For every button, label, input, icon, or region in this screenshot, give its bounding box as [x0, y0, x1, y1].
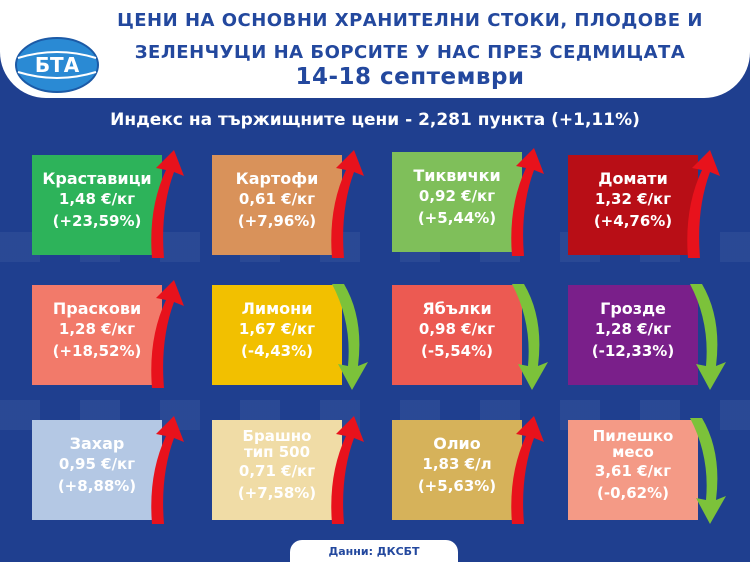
svg-text:БТА: БТА: [35, 53, 80, 77]
up-arrow-icon: [151, 280, 184, 388]
price-index-subtitle: Индекс на тържищните цени - 2,281 пункта…: [110, 110, 640, 130]
tile-sugar: Захар 0,95 €/кг (+8,88%): [32, 420, 162, 520]
tile-zucchini: Тиквички 0,92 €/кг (+5,44%): [392, 152, 522, 252]
title-dates: 14-18 септември: [295, 64, 525, 90]
up-arrow-icon: [151, 416, 184, 524]
tile-flour: Брашно тип 500 0,71 €/кг (+7,58%): [212, 420, 342, 520]
up-arrow-icon: [151, 150, 184, 258]
tile-cucumbers: Краставици 1,48 €/кг (+23,59%): [32, 155, 162, 255]
tile-grapes: Грозде 1,28 €/кг (-12,33%): [568, 285, 698, 385]
up-arrow-icon: [511, 148, 544, 256]
down-arrow-icon: [332, 284, 368, 390]
tile-peaches: Праскови 1,28 €/кг (+18,52%): [32, 285, 162, 385]
tile-potatoes: Картофи 0,61 €/кг (+7,96%): [212, 155, 342, 255]
up-arrow-icon: [511, 416, 544, 524]
up-arrow-icon: [331, 150, 364, 258]
down-arrow-icon: [512, 284, 548, 390]
tile-tomatoes: Домати 1,32 €/кг (+4,76%): [568, 155, 698, 255]
tile-lemons: Лимони 1,67 €/кг (-4,43%): [212, 285, 342, 385]
up-arrow-icon: [687, 150, 720, 258]
tile-chicken: Пилешко месо 3,61 €/кг (-0,62%): [568, 420, 698, 520]
title-line-2: ЗЕЛЕНЧУЦИ НА БОРСИТЕ У НАС ПРЕЗ СЕДМИЦАТ…: [134, 42, 686, 63]
up-arrow-icon: [331, 416, 364, 524]
data-source: Данни: ДКСБТ: [290, 540, 458, 562]
tile-apples: Ябълки 0,98 €/кг (-5,54%): [392, 285, 522, 385]
title-line-1: ЦЕНИ НА ОСНОВНИ ХРАНИТЕЛНИ СТОКИ, ПЛОДОВ…: [117, 10, 703, 31]
tile-oil: Олио 1,83 €/л (+5,63%): [392, 420, 522, 520]
down-arrow-icon: [690, 284, 726, 390]
bta-logo: БТА: [15, 37, 99, 93]
down-arrow-icon: [690, 418, 726, 524]
header: БТА ЦЕНИ НА ОСНОВНИ ХРАНИТЕЛНИ СТОКИ, ПЛ…: [0, 0, 750, 98]
